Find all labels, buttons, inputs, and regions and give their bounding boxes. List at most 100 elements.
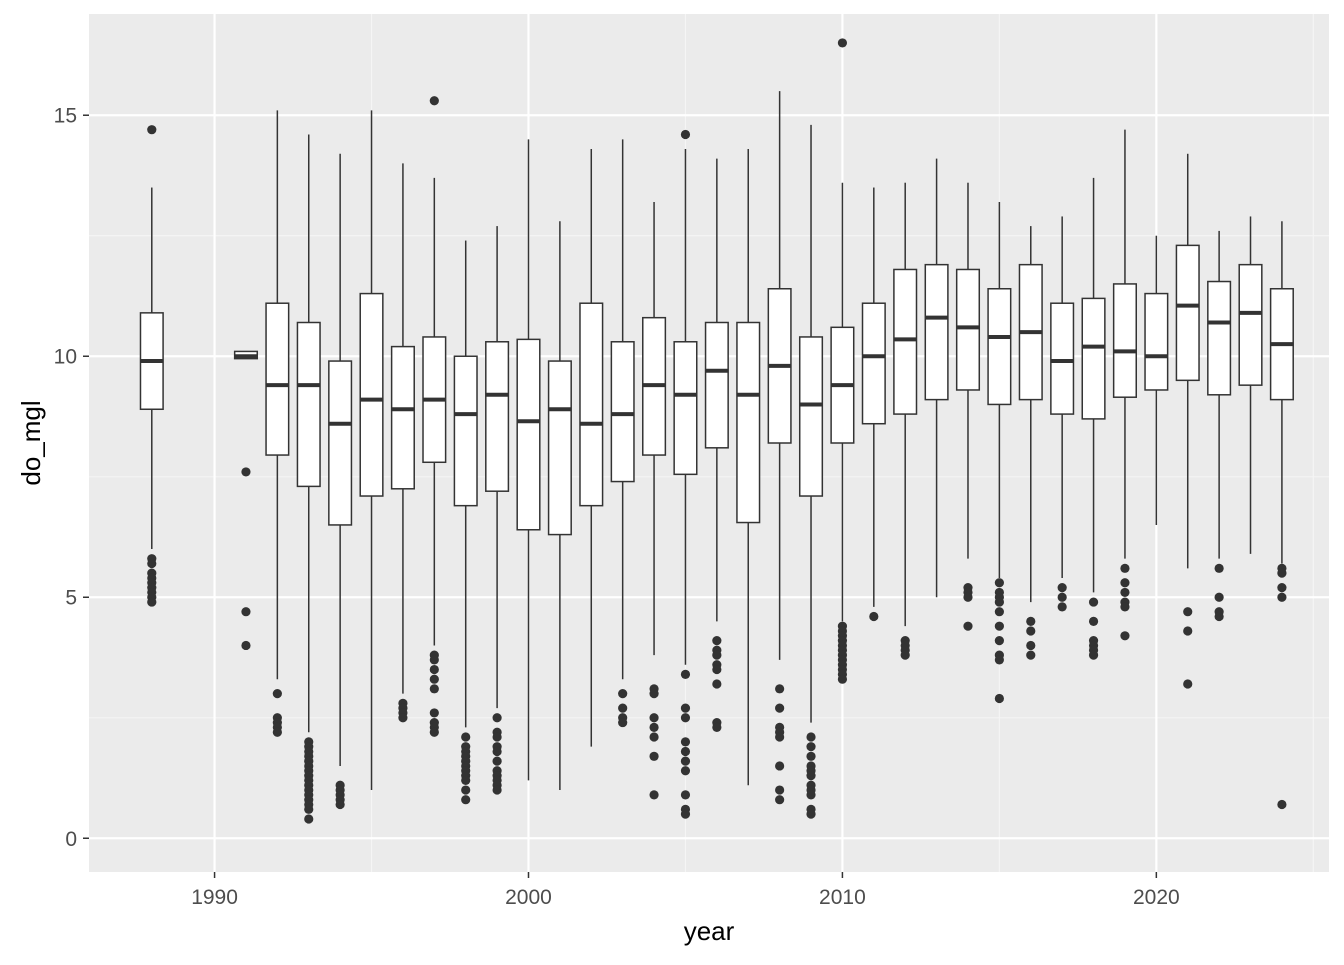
box-year-2009: [798, 124, 824, 819]
box-year-2020: [1144, 235, 1169, 525]
box-iqr: [296, 321, 321, 488]
outlier-point: [1088, 597, 1099, 607]
x-axis: 1990 2000 2010 2020: [191, 872, 1180, 909]
outlier-point: [429, 664, 439, 675]
outlier-point: [994, 607, 1004, 617]
outlier-point: [775, 732, 785, 742]
outlier-point: [1214, 563, 1224, 573]
outlier-point: [712, 679, 722, 689]
outlier-point: [712, 664, 722, 675]
box-iqr: [1238, 263, 1263, 386]
x-tick-label: 2020: [1133, 886, 1180, 909]
outlier-point: [806, 809, 816, 819]
outlier-point: [680, 756, 691, 766]
outlier-point: [680, 790, 691, 800]
outlier-point: [241, 467, 251, 477]
outlier-point: [1277, 592, 1287, 602]
outlier-point: [963, 621, 973, 631]
outlier-point: [649, 732, 659, 742]
box-year-2010: [830, 38, 855, 684]
outlier-point: [1057, 602, 1067, 612]
outlier-point: [680, 746, 691, 757]
box-year-2018: [1081, 177, 1106, 660]
outlier-point: [461, 795, 471, 805]
outlier-point: [994, 655, 1004, 665]
box-iqr: [893, 268, 918, 415]
box-iqr: [924, 263, 949, 401]
outlier-point: [398, 713, 408, 723]
box-year-1995: [359, 110, 384, 791]
outlier-point: [806, 790, 816, 800]
outlier-point: [1057, 592, 1067, 602]
box-year-2019: [1112, 129, 1138, 641]
outlier-point: [775, 684, 785, 694]
outlier-point: [492, 785, 502, 795]
y-tick-label: 15: [54, 105, 77, 128]
outlier-point: [618, 689, 628, 699]
box-year-2003: [610, 139, 635, 728]
outlier-point: [963, 592, 973, 602]
outlier-point: [900, 650, 910, 660]
outlier-point: [1026, 626, 1036, 636]
outlier-point: [649, 790, 659, 800]
outlier-point: [1183, 679, 1193, 689]
box-year-2006: [704, 158, 729, 732]
box-year-2023: [1238, 216, 1263, 554]
outlier-point: [272, 689, 282, 699]
outlier-point: [304, 814, 314, 824]
box-year-1988: [139, 125, 164, 607]
outlier-point: [1120, 587, 1130, 598]
outlier-point: [272, 727, 282, 737]
outlier-point: [429, 727, 439, 737]
box-iqr: [516, 338, 541, 531]
box-year-2012: [893, 182, 918, 660]
box-iqr: [1144, 292, 1169, 391]
box-year-2017: [1050, 216, 1075, 612]
box-iqr: [1081, 297, 1106, 420]
box-iqr: [1050, 302, 1075, 415]
box-iqr: [547, 360, 572, 536]
box-year-2001: [547, 221, 572, 791]
outlier-point: [1183, 607, 1193, 617]
box-year-1998: [453, 240, 478, 805]
outlier-point: [429, 674, 439, 684]
outlier-point: [461, 732, 471, 742]
box-iqr: [390, 345, 415, 490]
outlier-point: [806, 742, 816, 752]
box-year-2024: [1269, 221, 1294, 810]
box-iqr: [1175, 244, 1200, 382]
outlier-point: [147, 597, 157, 607]
box-year-2004: [642, 201, 667, 800]
outlier-point: [429, 96, 439, 106]
outlier-point: [492, 713, 502, 723]
outlier-point: [994, 636, 1004, 646]
outlier-point: [649, 713, 659, 723]
y-axis-title: do_mgl: [16, 400, 46, 485]
outlier-point: [1214, 611, 1224, 622]
outlier-point: [994, 693, 1004, 704]
outlier-point: [429, 684, 439, 694]
box-year-1993: [296, 134, 321, 824]
outlier-point: [837, 674, 848, 684]
box-iqr: [485, 341, 510, 492]
outlier-point: [649, 689, 659, 699]
box-year-2002: [579, 148, 604, 747]
box-year-1992: [265, 110, 290, 737]
outlier-point: [775, 785, 785, 795]
outlier-point: [304, 804, 314, 814]
outlier-point: [994, 621, 1004, 631]
outlier-point: [618, 717, 628, 728]
outlier-point: [1277, 568, 1287, 578]
outlier-point: [1120, 631, 1130, 641]
box-year-2008: [767, 91, 792, 805]
box-iqr: [610, 341, 635, 483]
outlier-point: [1057, 583, 1067, 593]
outlier-point: [994, 597, 1004, 607]
outlier-point: [1120, 578, 1130, 588]
box-year-2014: [955, 182, 981, 631]
box-series: [139, 38, 1294, 824]
y-tick-label: 5: [65, 587, 77, 610]
outlier-point: [492, 732, 502, 742]
outlier-point: [1026, 650, 1036, 660]
